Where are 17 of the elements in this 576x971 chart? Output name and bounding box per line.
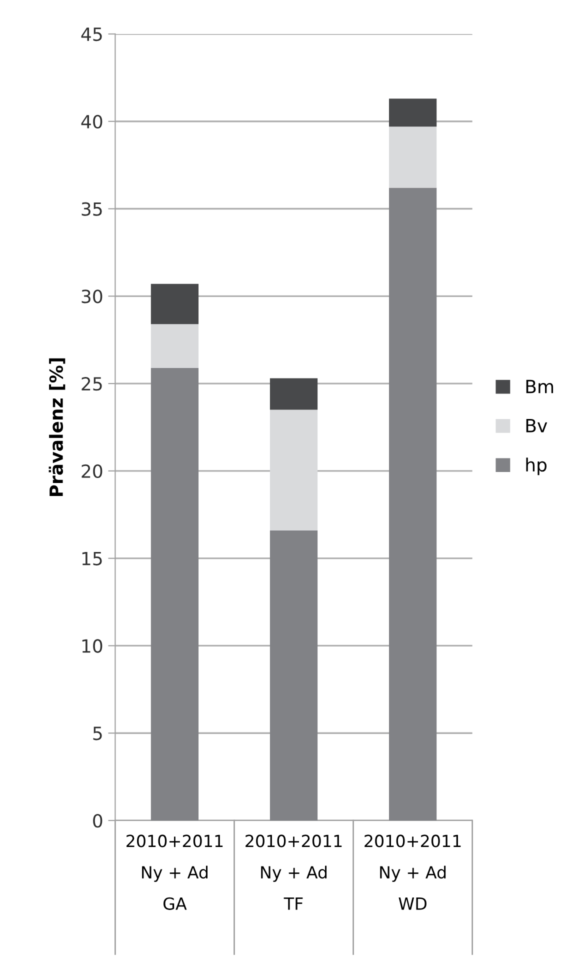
y-tick-label: 35 — [82, 202, 102, 216]
y-tick-label: 45 — [81, 28, 102, 42]
x-tick-label: 2010+2011 Ny + Ad TF — [246, 834, 342, 910]
y-tick-label: 10 — [82, 639, 102, 653]
legend-label: Bv — [526, 419, 548, 432]
y-axis-title: Prävalenz [%] — [48, 358, 66, 496]
legend-label: Bm — [526, 380, 554, 394]
x-tick-label: 2010+2011 Ny + Ad WD — [364, 834, 461, 910]
y-tick-label: 15 — [82, 552, 102, 566]
y-tick-label: 20 — [82, 464, 102, 478]
y-tick-label: 30 — [82, 290, 102, 304]
y-tick-label: 40 — [81, 114, 102, 128]
y-tick-label: 5 — [93, 726, 102, 740]
x-tick-label: 2010+2011 Ny + Ad GA — [126, 834, 223, 910]
y-tick-label: 25 — [82, 377, 102, 391]
y-tick-label: 0 — [93, 814, 102, 828]
legend-label: hp — [526, 458, 547, 476]
